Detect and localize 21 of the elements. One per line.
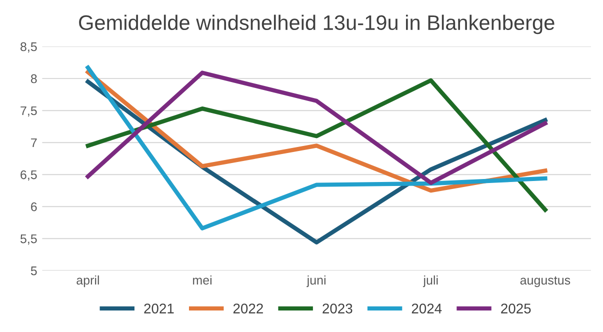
legend-label: 2024 bbox=[412, 304, 442, 314]
legend-label: 2023 bbox=[322, 304, 352, 314]
y-tick-label: 6 bbox=[31, 202, 37, 212]
legend-label: 2022 bbox=[233, 304, 263, 314]
legend-label: 2021 bbox=[144, 304, 174, 314]
x-tick-label: augustus bbox=[520, 276, 570, 288]
line-series bbox=[86, 66, 548, 230]
y-tick-label: 5 bbox=[30, 266, 37, 276]
y-tick-label: 5,5 bbox=[20, 234, 37, 245]
x-tick-label: mei bbox=[193, 275, 212, 285]
line-series bbox=[86, 78, 548, 212]
chart-title: Gemiddelde windsnelheid 13u-19u in Blankenberge bbox=[79, 14, 554, 34]
y-tick-label: 8 bbox=[30, 74, 37, 84]
y-tick-label: 7,5 bbox=[20, 106, 37, 117]
y-tick-label: 6,5 bbox=[20, 170, 37, 181]
x-tick-label: juli bbox=[422, 275, 438, 288]
x-tick-label: april bbox=[76, 275, 99, 288]
legend-label: 2025 bbox=[501, 304, 531, 314]
y-tick-label: 7 bbox=[31, 138, 37, 148]
y-tick-label: 8,5 bbox=[20, 42, 37, 53]
x-tick-label: juni bbox=[306, 275, 326, 288]
